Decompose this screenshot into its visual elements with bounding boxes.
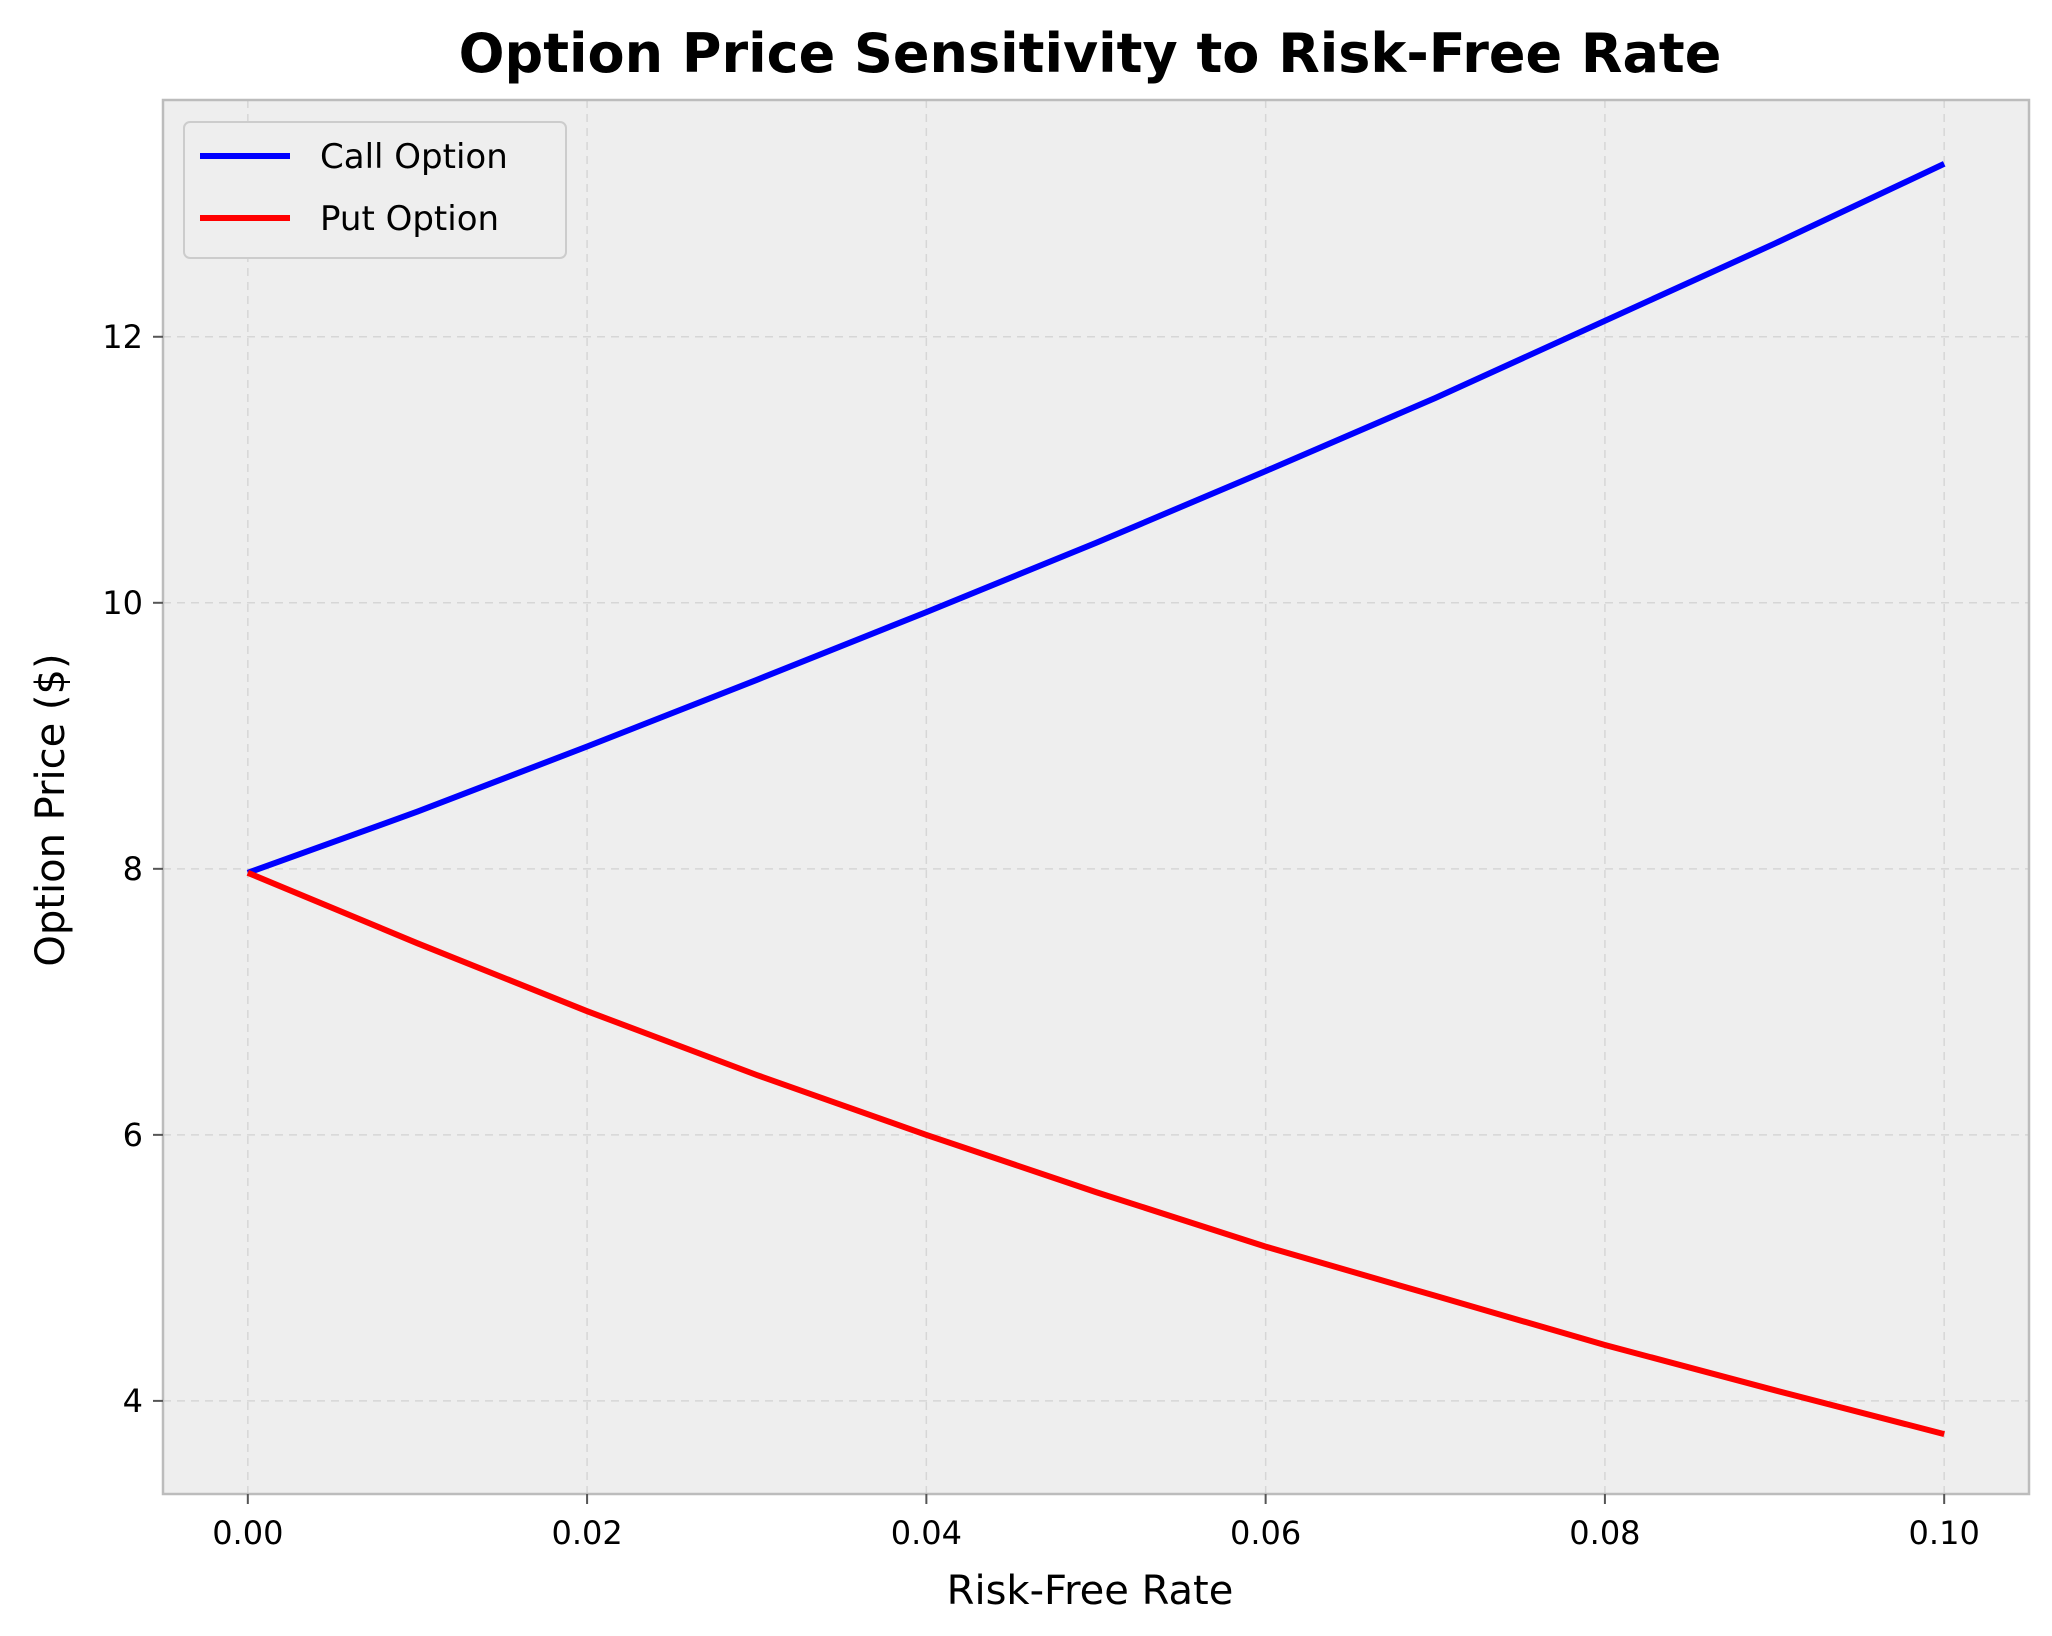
y-tick-label: 6 xyxy=(123,1116,143,1154)
series-line-call-option xyxy=(246,161,1946,876)
y-axis: 4 6 8 10 12 xyxy=(102,318,163,1420)
plot-background xyxy=(163,100,2029,1494)
x-tick-label: 0.06 xyxy=(1230,1514,1301,1552)
y-axis-label: Option Price ($) xyxy=(28,653,74,966)
x-axis: 0.00 0.02 0.04 0.06 0.08 0.10 xyxy=(212,1494,1980,1552)
chart-title: Option Price Sensitivity to Risk-Free Ra… xyxy=(459,22,1722,85)
series-layer xyxy=(246,161,1946,1438)
y-tick-label: 4 xyxy=(123,1382,143,1420)
y-tick-label: 10 xyxy=(102,584,143,622)
x-tick-label: 0.02 xyxy=(551,1514,622,1552)
plot-area xyxy=(161,98,2031,1496)
x-tick-label: 0.10 xyxy=(1909,1514,1980,1552)
x-tick-label: 0.08 xyxy=(1569,1514,1640,1552)
x-tick-label: 0.04 xyxy=(891,1514,962,1552)
y-tick-label: 12 xyxy=(102,318,143,356)
plot-frame xyxy=(161,98,2031,1496)
x-axis-label: Risk-Free Rate xyxy=(947,1568,1234,1614)
x-tick-label: 0.00 xyxy=(212,1514,283,1552)
legend-label: Call Option xyxy=(320,137,508,177)
grid-lines xyxy=(163,100,2029,1494)
legend: Call Option Put Option xyxy=(183,121,567,259)
y-tick-label: 8 xyxy=(123,850,143,888)
series-line-put-option xyxy=(246,870,1945,1438)
legend-label: Put Option xyxy=(320,199,499,239)
